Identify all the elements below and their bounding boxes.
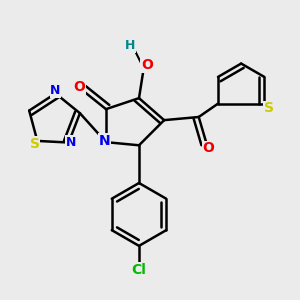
Text: S: S — [264, 101, 274, 116]
Text: O: O — [73, 80, 85, 94]
Text: N: N — [50, 84, 61, 98]
Text: Cl: Cl — [132, 263, 146, 277]
Text: O: O — [202, 141, 214, 155]
Text: N: N — [66, 136, 76, 149]
Text: H: H — [124, 39, 135, 52]
Text: O: O — [141, 58, 153, 72]
Text: N: N — [99, 134, 110, 148]
Text: S: S — [30, 137, 40, 151]
